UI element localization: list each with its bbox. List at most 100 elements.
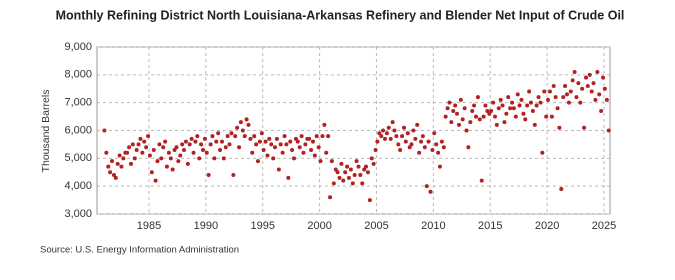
data-point xyxy=(566,100,571,105)
data-point xyxy=(428,189,433,194)
data-point xyxy=(521,111,526,116)
data-point xyxy=(538,100,543,105)
y-tick-label: 9,000 xyxy=(64,41,92,53)
data-point xyxy=(104,150,109,155)
data-point xyxy=(379,134,384,139)
data-point xyxy=(582,125,587,130)
data-point xyxy=(326,134,331,139)
data-point xyxy=(237,145,242,150)
data-point xyxy=(316,145,321,150)
data-point xyxy=(591,81,596,86)
data-point xyxy=(284,142,289,147)
data-point xyxy=(472,103,477,108)
data-point xyxy=(494,122,499,127)
data-point xyxy=(265,153,270,158)
data-point xyxy=(197,156,202,161)
y-tick-label: 7,000 xyxy=(64,97,92,109)
data-point xyxy=(187,142,192,147)
data-point xyxy=(341,178,346,183)
data-point xyxy=(248,136,253,141)
data-point xyxy=(127,145,132,150)
data-point xyxy=(273,145,278,150)
data-point xyxy=(223,145,228,150)
data-point xyxy=(212,156,217,161)
data-point xyxy=(324,150,329,155)
data-point xyxy=(269,142,274,147)
data-point xyxy=(201,147,206,152)
data-point xyxy=(246,122,251,127)
data-point xyxy=(415,122,420,127)
data-point xyxy=(331,181,336,186)
data-point xyxy=(424,184,429,189)
x-tick-label: 2000 xyxy=(307,220,331,232)
x-tick-label: 2005 xyxy=(364,220,388,232)
data-point xyxy=(369,156,374,161)
data-point xyxy=(159,156,164,161)
data-point xyxy=(485,109,490,114)
data-point xyxy=(400,134,405,139)
data-point xyxy=(168,156,173,161)
data-point xyxy=(583,75,588,80)
data-point xyxy=(515,92,520,97)
data-point xyxy=(335,170,340,175)
data-point xyxy=(540,150,545,155)
data-point xyxy=(595,70,600,75)
data-point xyxy=(314,134,319,139)
data-point xyxy=(511,106,516,111)
data-point xyxy=(500,103,505,108)
data-point xyxy=(493,114,498,119)
data-point xyxy=(142,139,147,144)
data-point xyxy=(551,83,556,88)
data-point xyxy=(267,136,272,141)
data-point xyxy=(386,125,391,130)
data-point xyxy=(286,175,291,180)
data-point xyxy=(182,147,187,152)
data-point xyxy=(570,78,575,83)
data-point xyxy=(557,125,562,130)
data-point xyxy=(411,128,416,133)
data-point xyxy=(565,92,570,97)
data-point xyxy=(307,136,312,141)
data-point xyxy=(475,95,480,100)
data-point xyxy=(233,134,238,139)
data-point xyxy=(235,125,240,130)
data-point xyxy=(354,159,359,164)
data-point xyxy=(474,114,479,119)
data-point xyxy=(477,117,482,122)
y-tick-label: 8,000 xyxy=(64,69,92,81)
data-point xyxy=(282,134,287,139)
data-point xyxy=(261,147,266,152)
data-point xyxy=(578,100,583,105)
x-tick-label: 2010 xyxy=(421,220,445,232)
source-note: Source: U.S. Energy Information Administ… xyxy=(40,245,239,256)
data-point xyxy=(462,106,467,111)
data-point xyxy=(206,173,211,178)
data-point xyxy=(348,167,353,172)
data-point xyxy=(140,150,145,155)
data-point xyxy=(240,128,245,133)
data-point xyxy=(229,131,234,136)
data-point xyxy=(445,106,450,111)
x-tick-label: 2025 xyxy=(592,220,616,232)
data-point xyxy=(218,147,223,152)
data-point xyxy=(419,139,424,144)
data-point xyxy=(202,136,207,141)
data-point xyxy=(555,106,560,111)
data-point xyxy=(525,103,530,108)
data-point xyxy=(151,147,156,152)
data-point xyxy=(329,159,334,164)
data-point xyxy=(508,106,513,111)
data-point xyxy=(178,153,183,158)
data-point xyxy=(479,178,484,183)
data-point xyxy=(449,120,454,125)
data-point xyxy=(255,159,260,164)
data-point xyxy=(208,142,213,147)
data-point xyxy=(364,164,369,169)
data-point xyxy=(172,147,177,152)
data-point xyxy=(502,120,507,125)
y-tick-label: 3,000 xyxy=(64,208,92,220)
data-point xyxy=(153,178,158,183)
data-point xyxy=(458,97,463,102)
data-point xyxy=(244,117,249,122)
